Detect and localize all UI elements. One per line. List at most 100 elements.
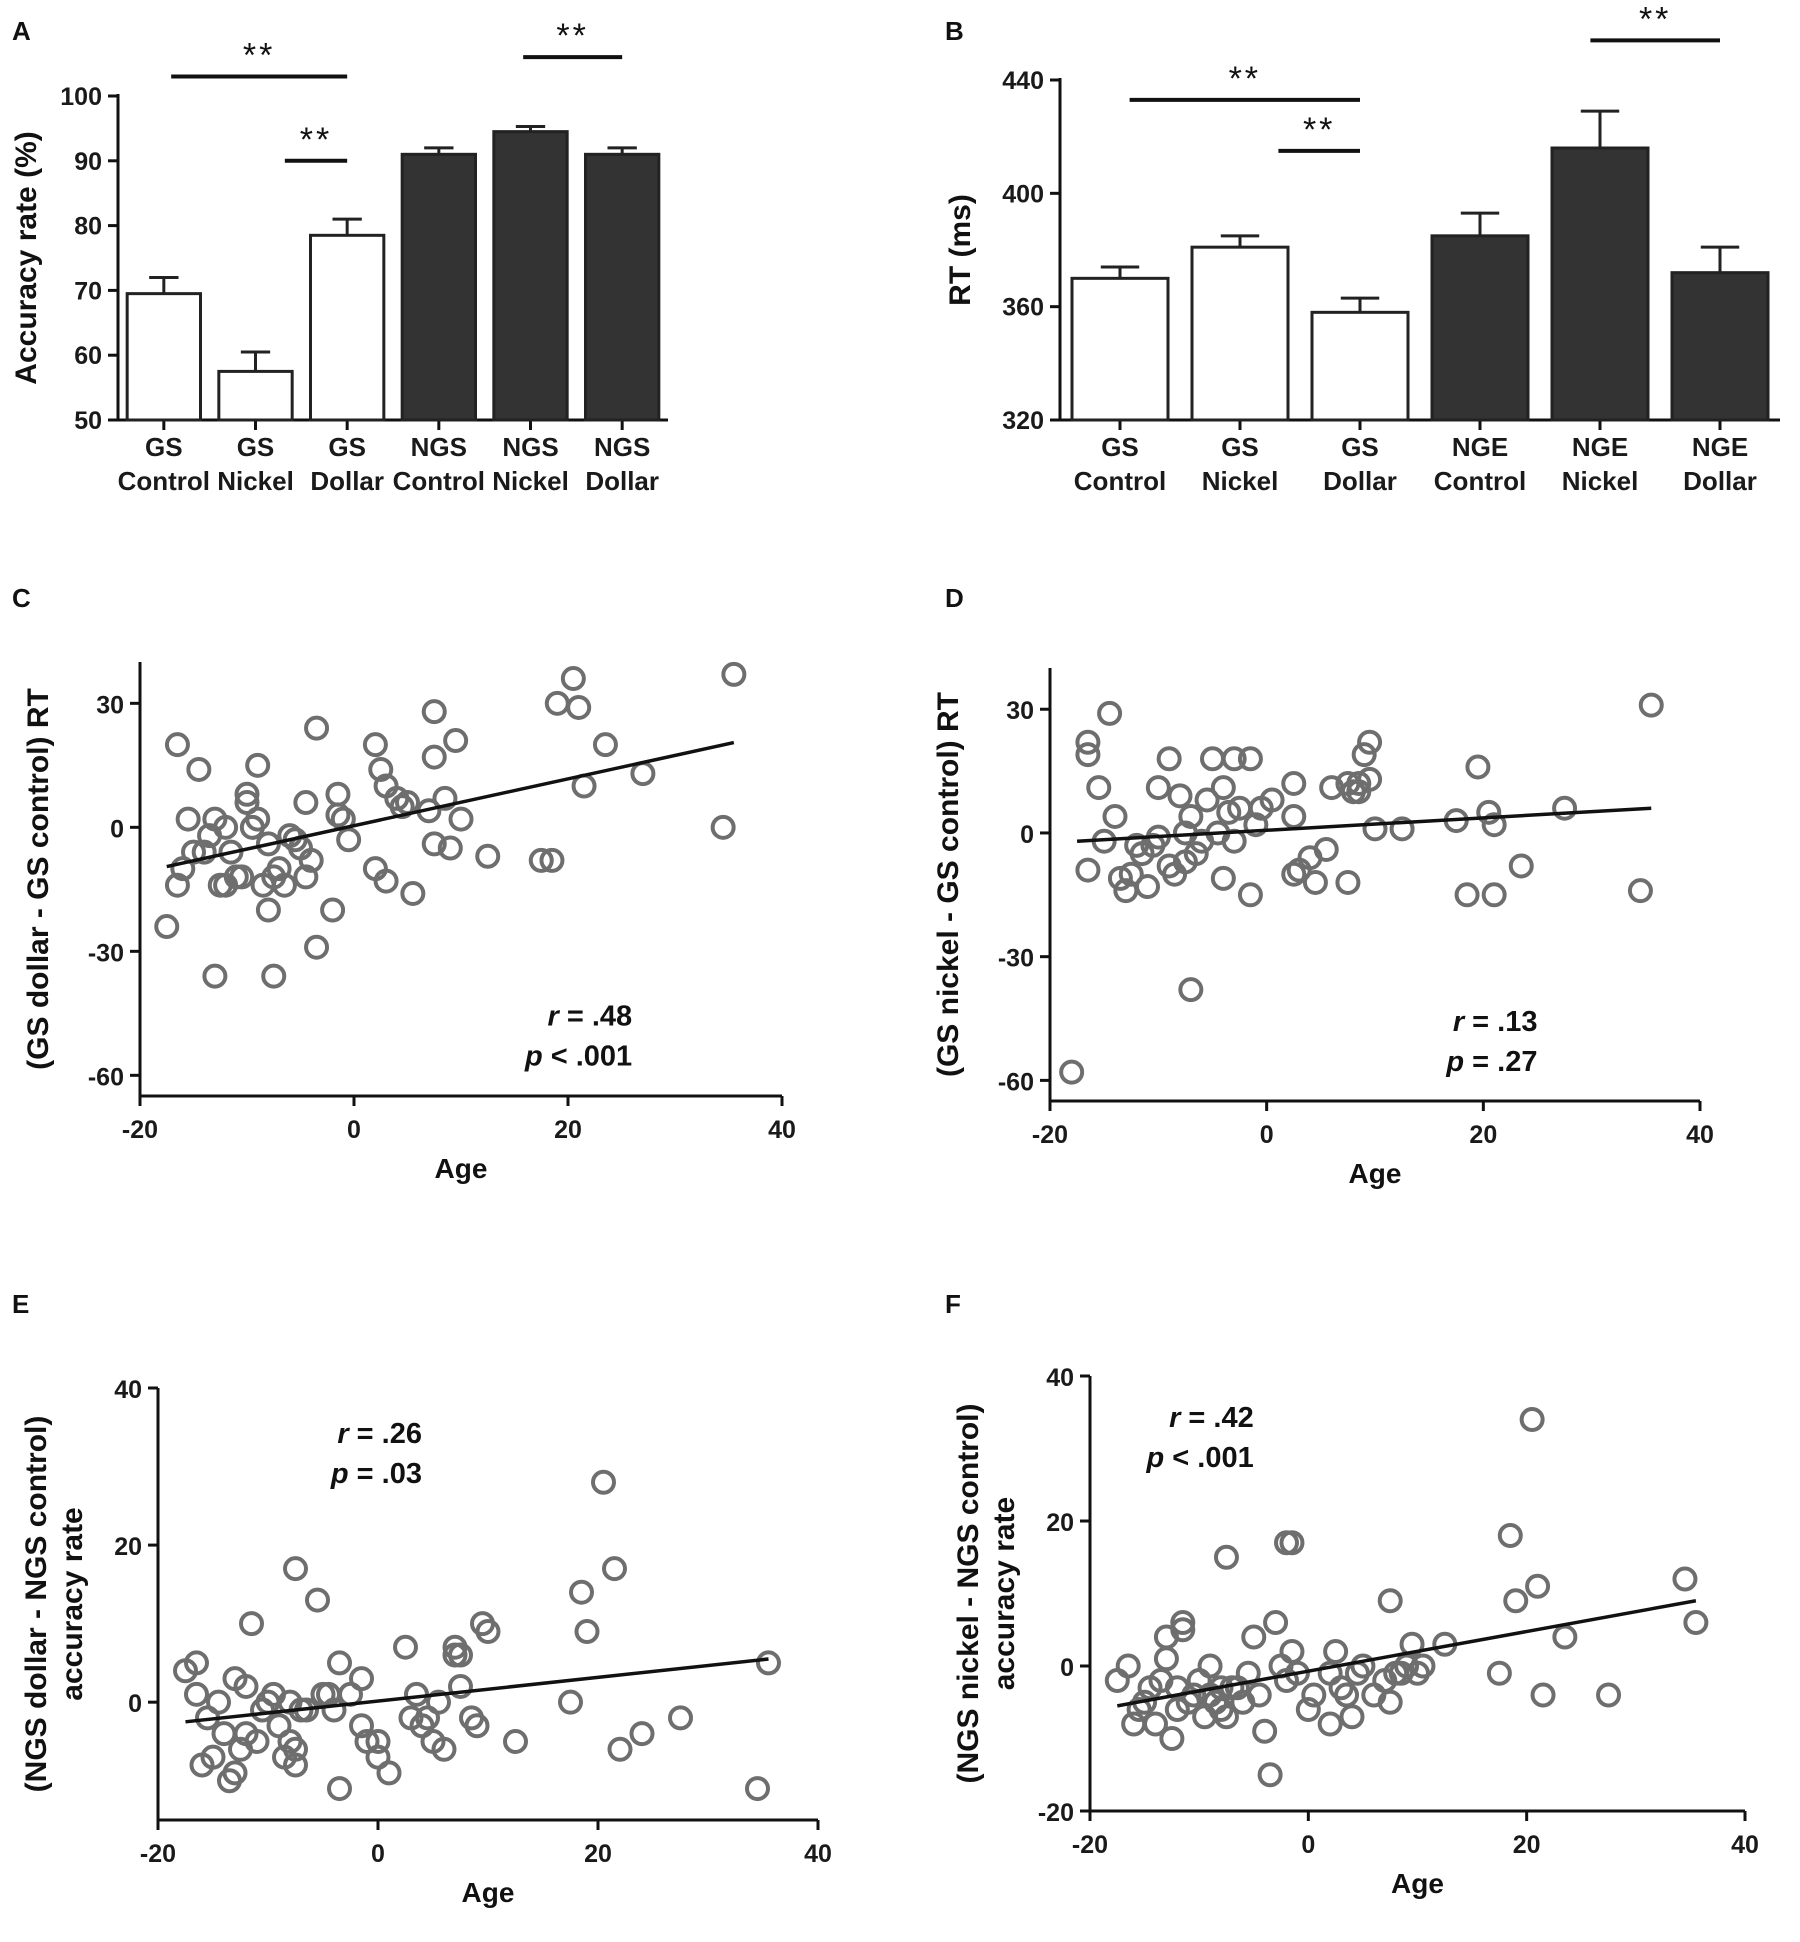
category-label: Nickel [1202, 466, 1279, 496]
data-point [1178, 977, 1204, 1003]
y-axis-label: (GS dollar - GS control) RT [22, 688, 55, 1070]
data-point [1481, 882, 1507, 908]
data-point [1465, 754, 1491, 780]
data-point [184, 1650, 209, 1676]
data-point [1638, 692, 1664, 718]
r-value: r = .42 [1169, 1402, 1254, 1434]
data-point [1197, 1653, 1223, 1679]
data-point [1486, 1660, 1512, 1686]
data-point [1530, 1682, 1556, 1708]
data-point [321, 1697, 347, 1723]
data-point [1075, 857, 1101, 883]
panel-letter: B [945, 16, 964, 46]
data-point [239, 1611, 264, 1637]
data-point [154, 914, 180, 940]
data-point [421, 699, 447, 725]
data-point [1213, 1544, 1239, 1570]
category-label: Dollar [1323, 466, 1397, 496]
x-axis-label: Age [462, 1877, 515, 1908]
data-point [1481, 812, 1507, 838]
y-tick-label: 80 [74, 213, 102, 241]
y-tick-label: 40 [1046, 1364, 1074, 1392]
data-point [234, 781, 260, 807]
y-tick-label: 30 [1006, 697, 1034, 725]
category-label: NGS [594, 432, 650, 462]
x-tick-label: 20 [1469, 1121, 1497, 1149]
y-tick-label: 20 [1046, 1509, 1074, 1537]
data-point [1627, 878, 1653, 904]
data-point [1118, 861, 1144, 887]
p-symbol: p [330, 1458, 349, 1490]
data-point [389, 794, 415, 820]
data-point [1334, 1682, 1360, 1708]
data-point [1350, 1653, 1376, 1679]
data-point [1246, 1682, 1272, 1708]
data-point [566, 694, 592, 720]
category-label: NGE [1572, 432, 1628, 462]
data-point [1252, 1718, 1278, 1744]
data-point [1281, 770, 1307, 796]
x-tick-label: 0 [371, 1840, 385, 1868]
data-point [1115, 1653, 1141, 1679]
data-point [544, 690, 570, 716]
data-point [365, 1728, 391, 1754]
data-point [336, 827, 362, 853]
y-tick-label: 0 [128, 1690, 142, 1718]
x-axis-label: Age [1391, 1868, 1444, 1899]
data-point [1178, 803, 1204, 829]
r-number: = .42 [1180, 1402, 1253, 1434]
data-point [1389, 816, 1415, 842]
data-point [1210, 865, 1236, 891]
category-label: Dollar [585, 466, 659, 496]
bar [400, 152, 477, 422]
panel-a: A 50 60 70 80 90 100 Accuracy rate (%) GS Control… [10, 16, 668, 496]
data-point [503, 1728, 528, 1754]
data-point [710, 814, 736, 840]
data-point [539, 847, 565, 873]
data-point [1170, 1610, 1196, 1635]
panel-b: B 320 360 400 440 RT (ms) GS Control GS Nickel GS D… [944, 0, 1780, 496]
data-point [373, 868, 399, 894]
category-label: Control [1434, 466, 1526, 496]
r-value: r = .26 [337, 1418, 422, 1450]
r-symbol: r [1169, 1402, 1182, 1434]
p-value: p < .001 [1146, 1442, 1254, 1474]
x-tick-label: 20 [1513, 1831, 1541, 1859]
data-point [668, 1705, 693, 1731]
data-point [1339, 1704, 1365, 1730]
data-point [1153, 1646, 1179, 1672]
data-point [421, 744, 447, 770]
panel-c: C -60 -30 0 30 -20 0 20 40 Age (GS dollar - GS con… [12, 583, 796, 1184]
x-tick-label: 20 [554, 1116, 582, 1144]
bar [492, 130, 569, 422]
data-point [528, 847, 554, 873]
data-point [1279, 1530, 1305, 1556]
data-point [448, 1642, 473, 1668]
data-point [1552, 1624, 1578, 1650]
data-point [1335, 869, 1361, 895]
y-axis-label: Accuracy rate (%) [10, 131, 43, 384]
data-point [756, 1650, 781, 1676]
r-symbol: r [548, 1001, 561, 1033]
x-tick-label: 40 [768, 1116, 796, 1144]
x-tick-label: 0 [1260, 1121, 1274, 1149]
data-point [1683, 1610, 1709, 1635]
data-point [1159, 1726, 1185, 1751]
data-point [1075, 729, 1101, 755]
data-point [1107, 865, 1133, 891]
data-point [1346, 770, 1372, 796]
data-point [1210, 775, 1236, 801]
y-tick-label: 320 [1002, 407, 1044, 435]
bar [1550, 146, 1650, 422]
p-number: = .27 [1464, 1046, 1537, 1078]
data-point [1399, 1631, 1425, 1657]
category-label: Control [118, 466, 210, 496]
x-tick-label: 40 [1731, 1831, 1759, 1859]
category-label: Control [1074, 466, 1166, 496]
x-tick-label: 40 [804, 1840, 832, 1868]
data-point [1216, 799, 1242, 825]
data-point [298, 847, 324, 873]
data-point [1284, 1660, 1310, 1686]
category-label: Control [393, 466, 485, 496]
